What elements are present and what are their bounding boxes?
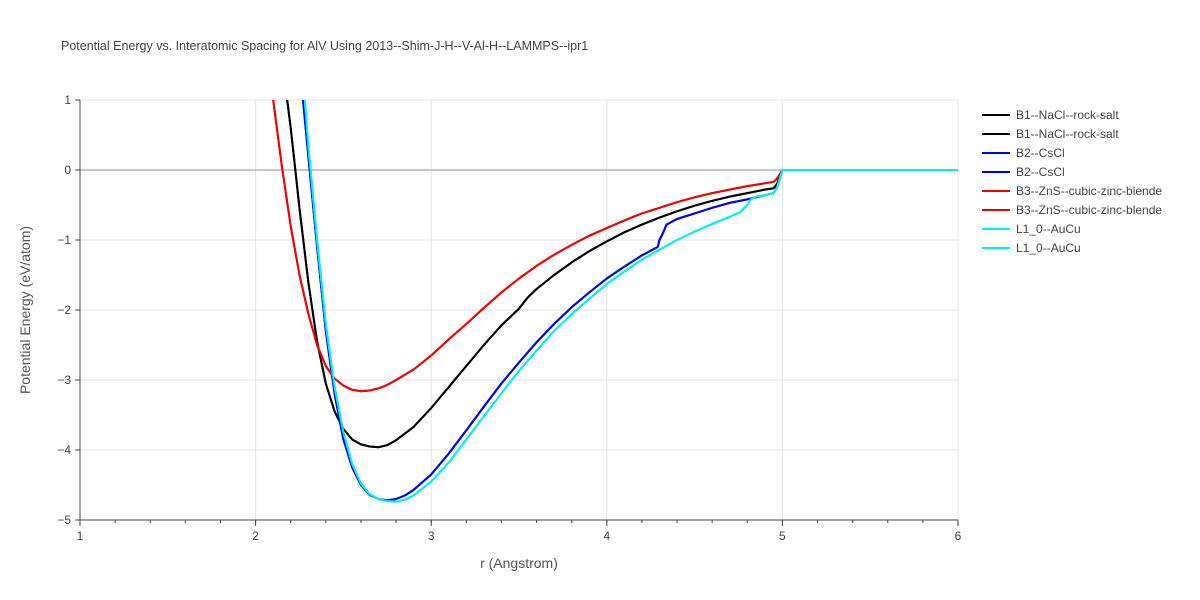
legend-item-label: L1_0--AuCu: [1016, 222, 1081, 236]
legend-item-label: B2--CsCl: [1016, 146, 1065, 160]
legend-item-label: L1_0--AuCu: [1016, 241, 1081, 255]
series-line-5: [272, 100, 958, 393]
series-line-6: [272, 100, 958, 393]
legend-item-label: B2--CsCl: [1016, 165, 1065, 179]
grid: [80, 99, 959, 520]
legend-item-label: B1--NaCl--rock-salt: [1016, 127, 1119, 141]
y-tick-label: 0: [64, 163, 71, 177]
legend-item-label: B3--ZnS--cubic-zinc-blende: [1016, 184, 1162, 198]
y-axis-title: Potential Energy (eV/atom): [17, 226, 33, 394]
x-tick-label: 3: [428, 529, 435, 543]
series-line-8: [303, 100, 958, 503]
legend-item-label: B1--NaCl--rock-salt: [1016, 108, 1119, 122]
y-tick-label: −3: [57, 373, 71, 387]
x-tick-label: 5: [779, 529, 786, 543]
series-line-7: [303, 100, 958, 503]
x-axis-title: r (Angstrom): [480, 555, 558, 571]
x-tick-label: 6: [955, 529, 962, 543]
series-line-3: [302, 100, 958, 502]
y-tick-label: 1: [64, 93, 71, 107]
series-line-2: [286, 100, 958, 449]
plot-area: [272, 100, 958, 503]
y-tick-label: −1: [57, 233, 71, 247]
y-tick-label: −2: [57, 303, 71, 317]
y-tick-label: −5: [57, 513, 71, 527]
x-tick-label: 1: [77, 529, 84, 543]
x-tick-label: 4: [603, 529, 610, 543]
axes: 1 2 3 4 5 6 1 0 −1 −2 −3 −4 −5: [57, 93, 961, 543]
x-tick-label: 2: [252, 529, 259, 543]
legend: B1--NaCl--rock-salt B1--NaCl--rock-salt B2…: [982, 108, 1162, 255]
y-tick-label: −4: [57, 443, 71, 457]
legend-item-label: B3--ZnS--cubic-zinc-blende: [1016, 203, 1162, 217]
chart-title: Potential Energy vs. Interatomic Spacing…: [61, 39, 588, 53]
series-line-4: [302, 100, 958, 502]
